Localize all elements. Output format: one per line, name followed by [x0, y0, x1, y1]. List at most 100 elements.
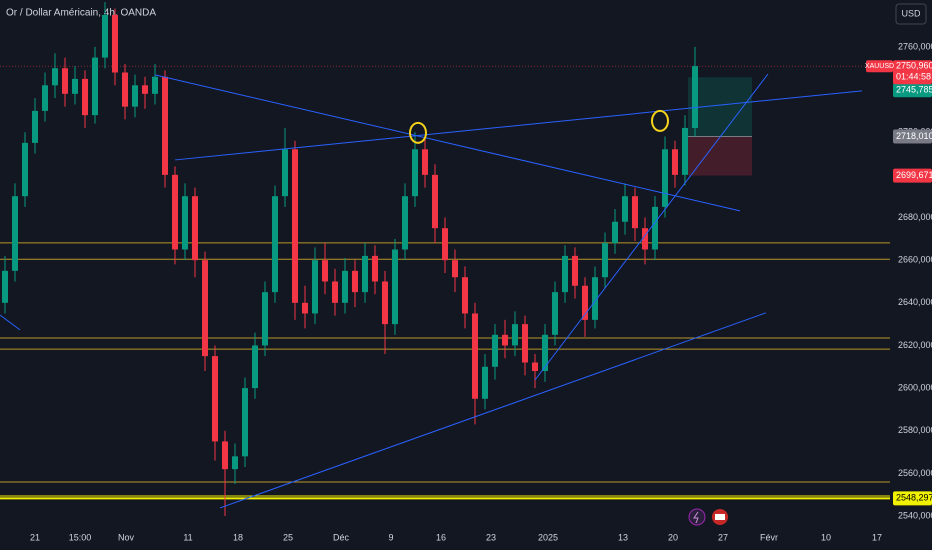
candle-body [532, 362, 538, 372]
y-tick-label: 2680,000 [898, 212, 932, 222]
candle-body [512, 324, 518, 346]
candle-body [632, 196, 638, 229]
candle-body [522, 324, 528, 363]
entry-label-bg [893, 129, 932, 144]
y-tick-label: 2580,000 [898, 425, 932, 435]
candle-body [242, 388, 248, 457]
y-tick-label: 2640,000 [898, 297, 932, 307]
candle-body [652, 206, 658, 250]
candle-body [102, 14, 108, 58]
candle-body [262, 292, 268, 346]
stop-label: 2699,671 [896, 170, 932, 180]
currency-label[interactable]: USD [901, 8, 921, 18]
x-tick-label: 21 [30, 532, 40, 542]
loss-zone [688, 136, 752, 176]
candle-body [212, 356, 218, 442]
candle-body [52, 68, 58, 86]
event-icon-glyph [693, 511, 699, 524]
candle-body [342, 270, 348, 303]
candle-body [432, 174, 438, 229]
candle-body [42, 85, 48, 111]
candle-body [612, 221, 618, 244]
x-tick-label: 13 [618, 532, 628, 542]
candle-body [382, 281, 388, 325]
candle-body [582, 285, 588, 320]
candle-body [32, 110, 38, 143]
candle-body [542, 334, 548, 372]
y-tick-label: 2660,000 [898, 255, 932, 265]
candle-body [592, 277, 598, 320]
candle-body [312, 260, 318, 314]
x-tick-label: 11 [183, 532, 192, 542]
candle-body [302, 302, 308, 314]
candle-body [572, 255, 578, 286]
y-tick-label: 2620,000 [898, 340, 932, 350]
candle-body [62, 68, 68, 94]
symbol-tag-bg [866, 60, 893, 73]
candle-body [2, 270, 8, 303]
candle-body [412, 149, 418, 197]
symbol-tag: XAUUSD [865, 63, 894, 70]
x-tick-label: 2025 [538, 532, 558, 542]
candle-body [372, 255, 378, 282]
candle-body [692, 66, 698, 128]
currency-button[interactable] [895, 3, 927, 25]
candle-body [552, 292, 558, 335]
candle-body [472, 313, 478, 399]
y-tick-label: 2560,000 [898, 468, 932, 478]
candle-body [402, 196, 408, 250]
candle-body [12, 196, 18, 271]
candle-body [362, 255, 368, 293]
candle-body [92, 57, 98, 116]
trendline [154, 74, 741, 212]
candle-body [132, 85, 138, 107]
candle-body [232, 456, 238, 470]
entry-label: 2718,010 [896, 131, 932, 141]
x-tick-label: 20 [668, 532, 678, 542]
candle-body [422, 149, 428, 175]
x-tick-label: Déc [333, 532, 350, 542]
y-tick-label: 2600,000 [898, 382, 932, 392]
candle-body [292, 149, 298, 303]
countdown-label: 01:44:58 [896, 72, 931, 82]
candle-body [112, 14, 118, 73]
candle-body [332, 281, 338, 303]
candle-body [352, 270, 358, 293]
candle-body [392, 249, 398, 325]
candle-body [162, 76, 168, 175]
flag-icon-glyph [715, 514, 725, 520]
x-tick-label: Févr [760, 532, 778, 542]
y-tick-label: 2760,000 [898, 41, 932, 51]
candle-body [622, 196, 628, 222]
candle-body [442, 228, 448, 261]
candle-body [502, 334, 508, 346]
candle-body [462, 277, 468, 314]
price-axis [890, 30, 932, 528]
x-tick-label: 27 [718, 532, 728, 542]
candle-body [72, 78, 78, 94]
level-label-bg [893, 491, 932, 506]
x-tick-label: Nov [118, 532, 135, 542]
candle-body [662, 149, 668, 207]
target-label: 2745,785 [896, 85, 932, 95]
candle-body [192, 196, 198, 261]
event-icon[interactable] [688, 508, 706, 526]
candle-body [322, 260, 328, 282]
trendline [219, 312, 767, 509]
x-tick-label: 15:00 [69, 532, 92, 542]
candle-body [672, 149, 678, 175]
candle-body [482, 366, 488, 399]
highlight-circle [409, 121, 427, 144]
chart-title: Or / Dollar Américain, 4h, OANDA [6, 8, 156, 19]
x-tick-label: 17 [872, 532, 882, 542]
candle-body [142, 85, 148, 94]
x-tick-label: 10 [821, 532, 831, 542]
x-tick-label: 9 [388, 532, 393, 542]
candle-body [82, 78, 88, 116]
candle-body [182, 196, 188, 250]
trendline [534, 73, 769, 381]
candle-body [172, 174, 178, 250]
x-tick-label: 25 [283, 532, 293, 542]
